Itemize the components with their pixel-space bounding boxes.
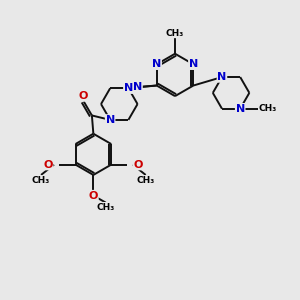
Text: CH₃: CH₃ bbox=[97, 202, 115, 211]
Text: N: N bbox=[236, 104, 245, 114]
Text: CH₃: CH₃ bbox=[32, 176, 50, 185]
Text: O: O bbox=[89, 190, 98, 200]
Text: CH₃: CH₃ bbox=[136, 176, 155, 185]
Text: N: N bbox=[152, 59, 161, 69]
Text: N: N bbox=[217, 72, 226, 82]
Text: O: O bbox=[133, 160, 142, 170]
Text: N: N bbox=[189, 59, 198, 69]
Text: N: N bbox=[133, 82, 142, 92]
Text: CH₃: CH₃ bbox=[259, 104, 277, 113]
Text: O: O bbox=[44, 160, 53, 170]
Text: CH₃: CH₃ bbox=[166, 28, 184, 38]
Text: N: N bbox=[106, 115, 115, 125]
Text: O: O bbox=[79, 91, 88, 101]
Text: N: N bbox=[124, 83, 133, 93]
